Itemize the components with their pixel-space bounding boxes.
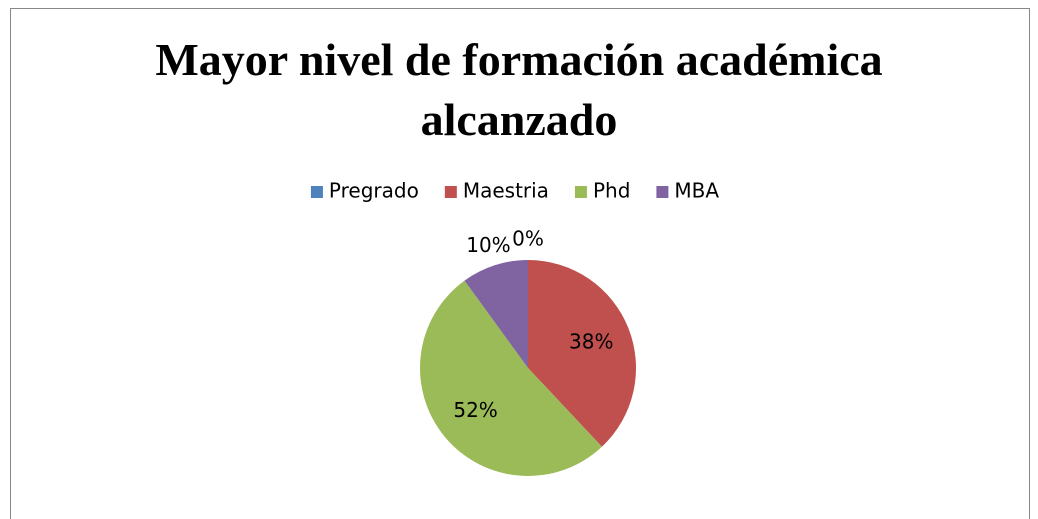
chart-border xyxy=(10,8,1030,519)
legend-swatch xyxy=(656,186,669,198)
pie-slice xyxy=(528,260,637,447)
legend-label: Pregrado xyxy=(329,179,419,203)
legend-swatch xyxy=(574,186,587,198)
chart-title: Mayor nivel de formación académica alcan… xyxy=(155,34,883,145)
legend-label: Maestria xyxy=(463,179,549,203)
data-label: 10% xyxy=(466,233,510,257)
pie-slice xyxy=(464,260,528,368)
legend-swatch xyxy=(310,186,323,198)
data-label: 52% xyxy=(453,398,497,422)
pie-slice xyxy=(420,280,602,476)
title-box: Mayor nivel de formación académica alcan… xyxy=(0,30,1038,150)
data-label: 0% xyxy=(512,227,544,251)
legend-label: Phd xyxy=(593,179,630,203)
legend-swatch xyxy=(444,186,457,198)
legend-label: MBA xyxy=(674,179,719,203)
data-label: 38% xyxy=(569,329,613,353)
